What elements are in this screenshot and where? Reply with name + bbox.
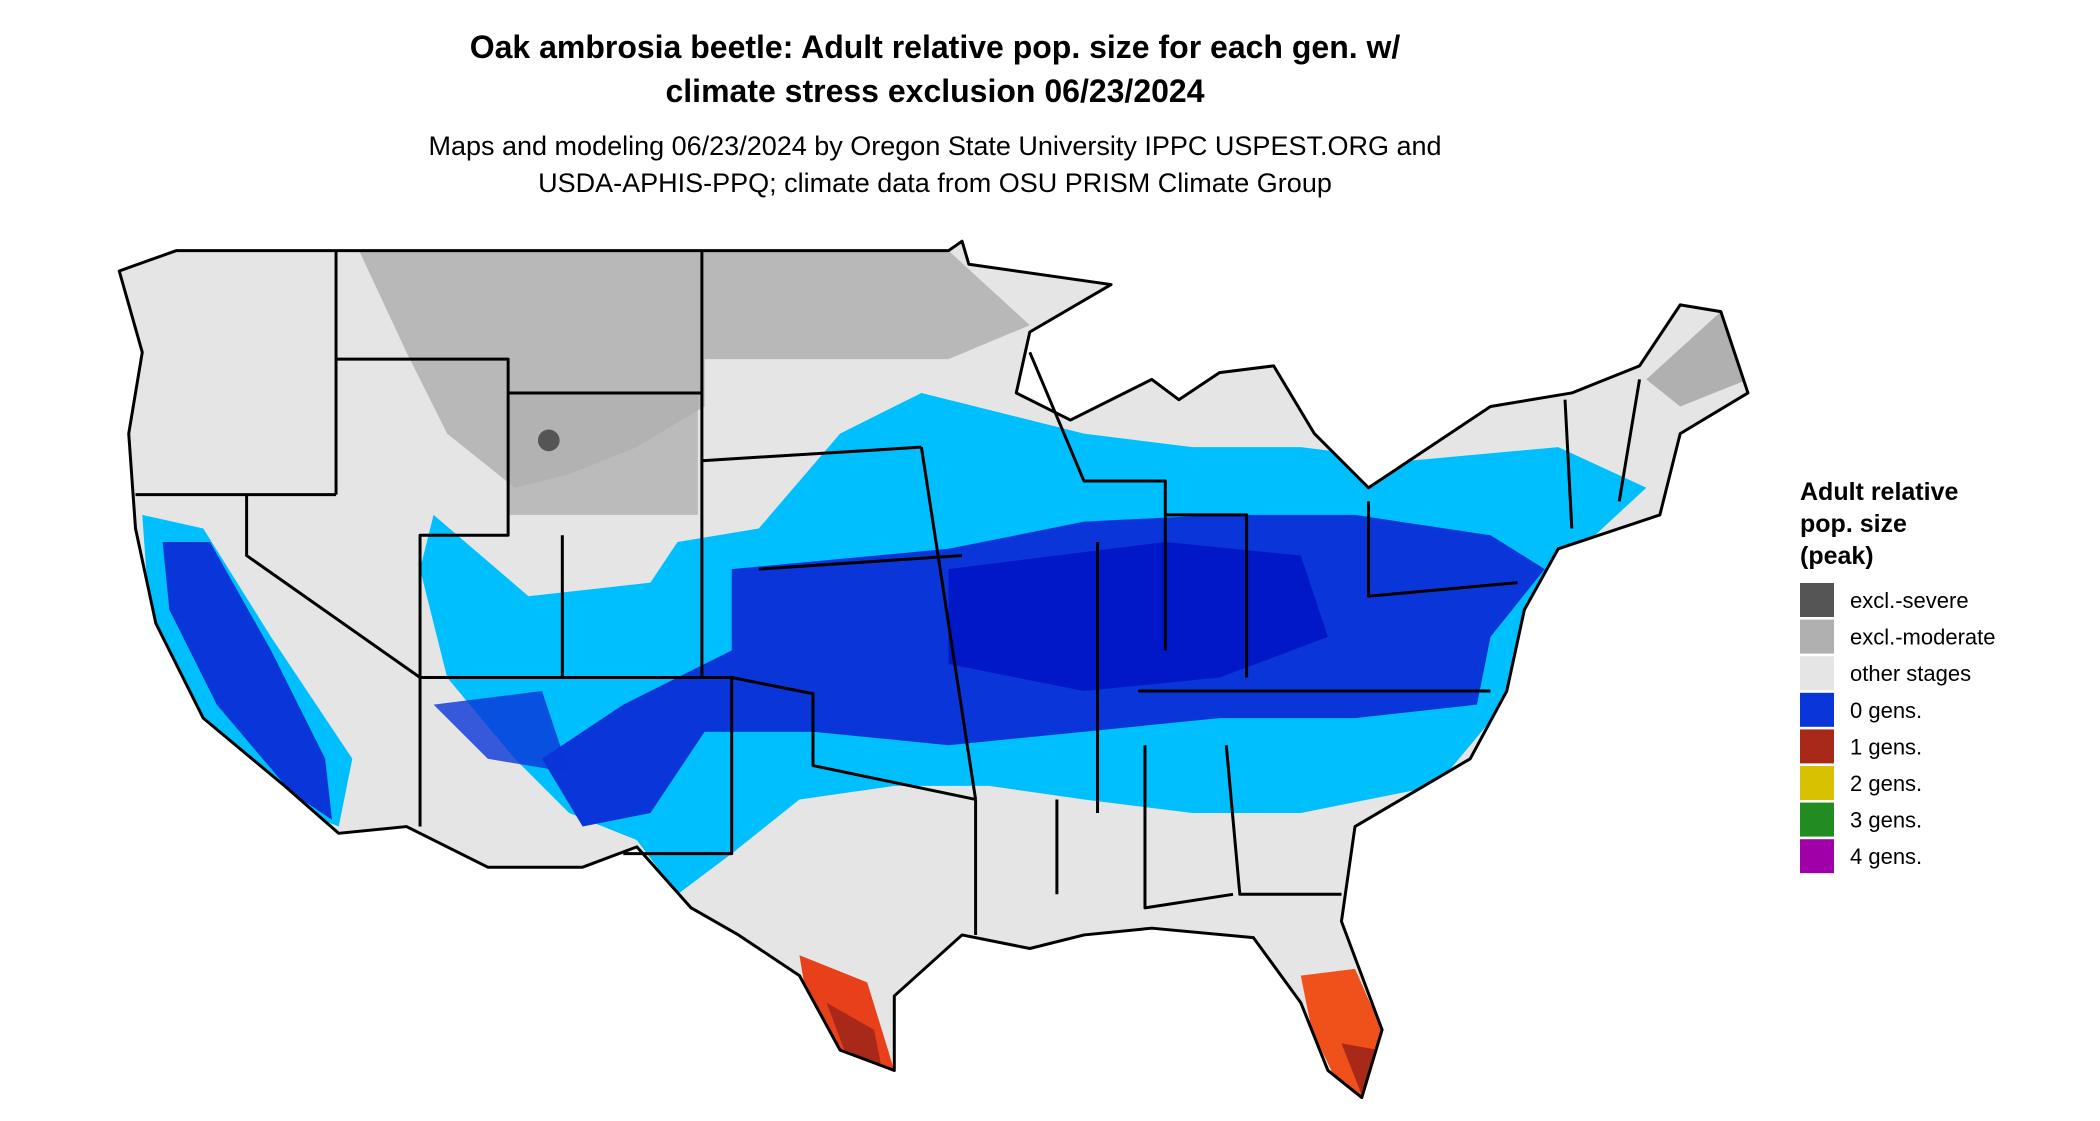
- legend-swatch: [1800, 656, 1834, 691]
- subtitle-line: USDA-APHIS-PPQ; climate data from OSU PR…: [538, 168, 1332, 198]
- legend-swatch: [1800, 839, 1834, 874]
- legend-swatch: [1800, 692, 1834, 727]
- legend-swatch: [1800, 766, 1834, 800]
- legend-label: 2 gens.: [1850, 771, 1922, 796]
- title-line: Oak ambrosia beetle: Adult relative pop.…: [470, 29, 1401, 65]
- legend-title: Adult relative: [1800, 478, 1958, 506]
- legend-label: excl.-severe: [1850, 588, 1969, 613]
- title-line: climate stress exclusion 06/23/2024: [665, 73, 1204, 109]
- legend-swatch: [1800, 802, 1834, 837]
- state-lines: [135, 250, 1642, 935]
- legend-title: pop. size: [1800, 510, 1907, 538]
- legend-label: 3 gens.: [1850, 808, 1922, 833]
- legend-label: 0 gens.: [1850, 698, 1922, 723]
- map-zones: [142, 250, 1748, 1098]
- subtitle-line: Maps and modeling 06/23/2024 by Oregon S…: [428, 131, 1441, 161]
- legend-label: 1 gens.: [1850, 734, 1922, 759]
- legend-swatch: [1800, 729, 1834, 764]
- legend-label: 4 gens.: [1850, 844, 1922, 869]
- legend-swatch: [1800, 583, 1834, 617]
- legend-label: other stages: [1850, 661, 1971, 686]
- legend: Adult relative pop. size (peak) excl.-se…: [1800, 478, 1996, 874]
- legend-title: (peak): [1800, 542, 1874, 570]
- legend-label: excl.-moderate: [1850, 625, 1996, 650]
- us-map: [117, 239, 1750, 1100]
- legend-swatch: [1800, 619, 1834, 654]
